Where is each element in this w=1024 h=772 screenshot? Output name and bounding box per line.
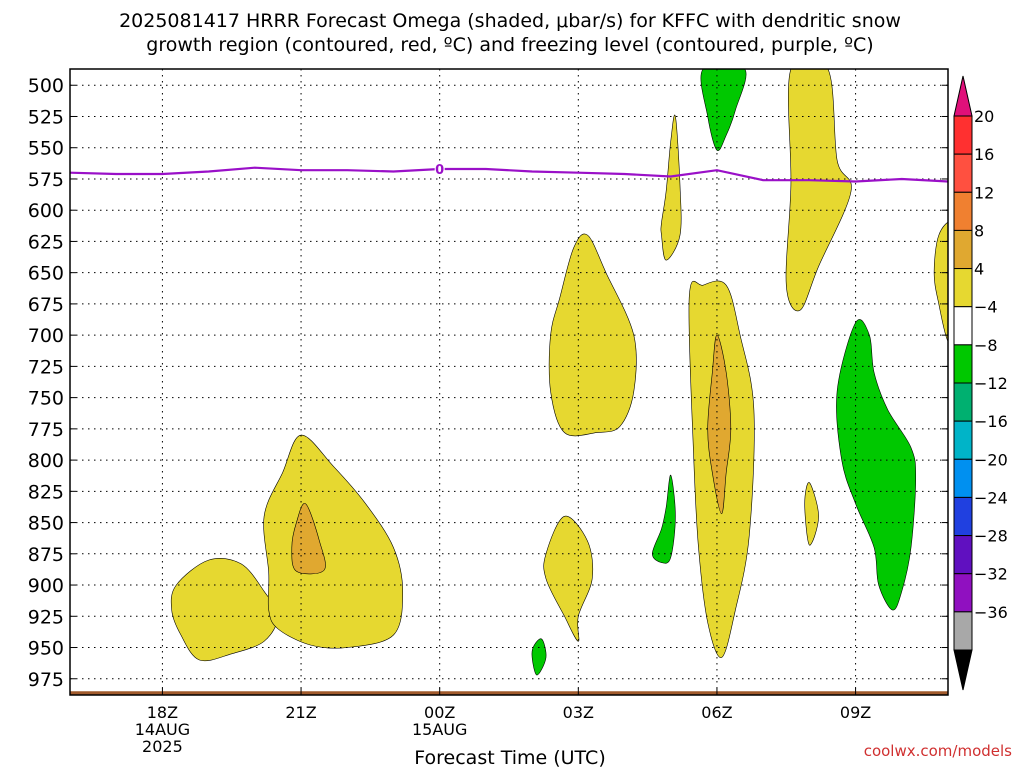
colorbar-swatch [953,268,973,308]
x-tick-label: 18Z [147,703,178,722]
colorbar-label: −36 [974,603,1008,622]
colorbar-label: −16 [974,412,1008,431]
y-tick-label: 900 [28,575,64,597]
y-tick-label: 800 [28,450,64,472]
y-tick-label: 650 [28,263,64,285]
colorbar-swatch [953,153,973,193]
x-tick-label: 00Z [424,703,455,722]
y-tick-label: 700 [28,325,64,347]
freezing-level-line [69,166,949,183]
x-tick-label: 14AUG [135,720,190,739]
plot-frame [69,68,949,696]
colorbar-bottom-arrow [953,649,973,691]
omega-region [660,114,682,261]
x-tick-label: 21Z [285,703,316,722]
y-tick-label: 750 [28,388,64,410]
omega-regions [170,69,948,676]
x-tick-label: 09Z [840,703,871,722]
omega-region [933,221,948,342]
omega-region [700,69,747,152]
y-tick-label: 925 [28,606,64,628]
y-tick-label: 850 [28,513,64,535]
colorbar-swatch [953,229,973,270]
chart-title-line2: growth region (contoured, red, ºC) and f… [146,34,873,56]
y-tick-label: 725 [28,356,64,378]
y-tick-label: 525 [28,106,64,128]
colorbar-swatch [953,191,973,231]
colorbar-swatch [953,306,973,346]
y-tick-label: 950 [28,638,64,660]
y-tick-label: 600 [28,200,64,222]
colorbar-label: −8 [974,336,998,355]
y-tick-label: 675 [28,294,64,316]
x-tick-label: 15AUG [412,720,467,739]
y-tick-label: 775 [28,419,64,441]
ground-surface [70,691,948,695]
omega-region [531,638,547,676]
omega-region [263,434,404,649]
y-tick-label: 625 [28,231,64,253]
colorbar-label: −32 [974,565,1008,584]
colorbar-top-arrow [953,75,973,117]
colorbar-swatch [953,535,973,575]
colorbar-label: 8 [974,221,984,240]
omega-region [836,319,917,611]
colorbar-label: −4 [974,298,998,317]
omega-region [291,503,326,575]
freezing-level-label: 0 [435,163,444,178]
colorbar-swatch [953,344,973,384]
chart-title-line1: 2025081417 HRRR Forecast Omega (shaded, … [119,10,901,32]
colorbar-legend: 20 16 12 8 4 −4 −8 −12 −16 −20 −24 −28 −32 −36 [953,75,1008,691]
y-tick-label: 575 [28,169,64,191]
freezing-level-label-bg [434,161,445,176]
colorbar-label: 20 [974,107,994,126]
colorbar-swatch [953,611,973,651]
omega-region [651,474,676,564]
colorbar-label: 4 [974,260,984,279]
x-tick-label: 03Z [563,703,594,722]
omega-region [804,482,819,546]
colorbar-label: −12 [974,374,1008,393]
colorbar-swatch [953,458,973,498]
colorbar-label: 16 [974,145,994,164]
freezing-level-contour: 0 [69,161,949,183]
colorbar-swatch [953,573,973,613]
colorbar-label: −20 [974,450,1008,469]
colorbar-swatch [953,496,973,537]
ground-band [70,691,948,695]
omega-region [543,515,594,642]
omega-region [785,69,852,312]
y-axis-ticks: 500 525 550 575 600 625 650 675 700 725 750 775 800 8… [28,75,948,691]
colorbar-label: −24 [974,488,1008,507]
colorbar-swatch [953,382,973,422]
grid-lines [70,69,948,695]
x-tick-label: 2025 [142,737,183,756]
y-tick-label: 875 [28,544,64,566]
y-tick-label: 550 [28,138,64,160]
colorbar-label: 12 [974,183,994,202]
x-tick-label: 06Z [701,703,732,722]
colorbar-swatch [953,115,973,155]
y-tick-label: 825 [28,481,64,503]
x-axis-label: Forecast Time (UTC) [414,747,605,768]
omega-region [170,558,279,662]
credit-text: coolwx.com/models [864,742,1012,760]
colorbar-swatch [953,420,973,460]
y-tick-label: 975 [28,669,64,691]
colorbar-label: −28 [974,527,1008,546]
y-tick-label: 500 [28,75,64,97]
